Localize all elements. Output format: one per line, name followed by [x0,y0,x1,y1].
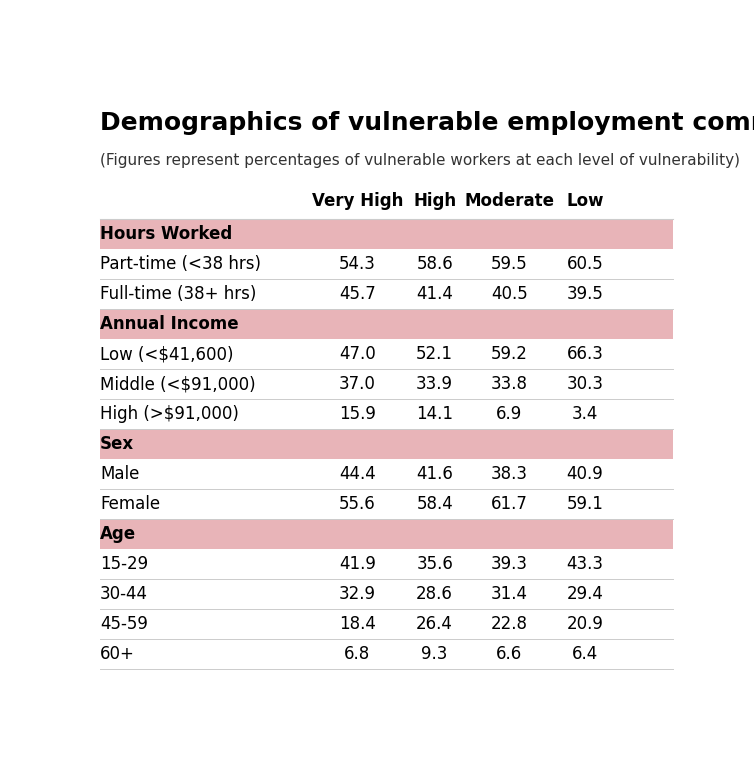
Text: 14.1: 14.1 [416,405,453,424]
Text: 39.5: 39.5 [567,285,603,304]
Text: Middle (<$91,000): Middle (<$91,000) [100,375,256,393]
Bar [100,280,673,309]
Bar [100,580,673,609]
Text: Male: Male [100,465,139,484]
Text: 15-29: 15-29 [100,555,149,573]
Text: 41.9: 41.9 [339,555,375,573]
Text: 29.4: 29.4 [567,585,603,604]
Text: 18.4: 18.4 [339,615,375,633]
Text: Moderate: Moderate [464,192,554,210]
Text: 45.7: 45.7 [339,285,375,304]
Text: 59.1: 59.1 [567,495,603,513]
Text: 6.8: 6.8 [344,645,370,664]
Bar [100,400,673,429]
Text: 61.7: 61.7 [491,495,528,513]
Text: 15.9: 15.9 [339,405,375,424]
Text: 60+: 60+ [100,645,135,664]
Text: Female: Female [100,495,160,513]
Text: 41.6: 41.6 [416,465,453,484]
Text: High: High [413,192,456,210]
Text: 28.6: 28.6 [416,585,453,604]
Bar [100,549,673,580]
Text: 45-59: 45-59 [100,615,148,633]
Text: 66.3: 66.3 [567,345,603,364]
Text: 30-44: 30-44 [100,585,148,604]
Text: Full-time (38+ hrs): Full-time (38+ hrs) [100,285,256,304]
Text: 39.3: 39.3 [491,555,528,573]
Text: 6.6: 6.6 [496,645,523,664]
Text: Age: Age [100,525,136,544]
Text: 59.5: 59.5 [491,256,528,273]
Text: 22.8: 22.8 [491,615,528,633]
Text: 55.6: 55.6 [339,495,375,513]
Bar [100,369,673,400]
Bar [100,249,673,280]
Text: Sex: Sex [100,435,134,453]
Text: Low (<$41,600): Low (<$41,600) [100,345,234,364]
Text: High (>$91,000): High (>$91,000) [100,405,239,424]
Text: 41.4: 41.4 [416,285,453,304]
Bar [100,220,673,249]
Text: Low: Low [566,192,604,210]
Text: 47.0: 47.0 [339,345,375,364]
Bar [100,640,673,669]
Text: 38.3: 38.3 [491,465,528,484]
Text: 9.3: 9.3 [421,645,448,664]
Text: 54.3: 54.3 [339,256,375,273]
Text: 33.8: 33.8 [491,375,528,393]
Text: 44.4: 44.4 [339,465,375,484]
Text: 59.2: 59.2 [491,345,528,364]
Text: 32.9: 32.9 [339,585,375,604]
Text: 20.9: 20.9 [567,615,603,633]
Text: Part-time (<38 hrs): Part-time (<38 hrs) [100,256,261,273]
Bar [100,340,673,369]
Text: 40.5: 40.5 [491,285,528,304]
Bar [100,520,673,549]
Text: 35.6: 35.6 [416,555,453,573]
Bar [100,429,673,460]
Text: 40.9: 40.9 [567,465,603,484]
Bar [100,460,673,489]
Text: Very High: Very High [311,192,403,210]
Text: 30.3: 30.3 [566,375,604,393]
Text: 58.6: 58.6 [416,256,453,273]
Text: Demographics of vulnerable employment communities: Demographics of vulnerable employment co… [100,111,754,136]
Text: 37.0: 37.0 [339,375,375,393]
Text: 52.1: 52.1 [416,345,453,364]
Text: (Figures represent percentages of vulnerable workers at each level of vulnerabil: (Figures represent percentages of vulner… [100,153,740,168]
Text: 33.9: 33.9 [416,375,453,393]
Text: 3.4: 3.4 [572,405,598,424]
Bar [100,609,673,640]
Bar [100,489,673,520]
Text: 26.4: 26.4 [416,615,453,633]
Text: 58.4: 58.4 [416,495,453,513]
Text: 6.4: 6.4 [572,645,598,664]
Text: 31.4: 31.4 [491,585,528,604]
Text: Annual Income: Annual Income [100,315,239,333]
Text: 60.5: 60.5 [567,256,603,273]
Text: Hours Worked: Hours Worked [100,225,232,244]
Text: 6.9: 6.9 [496,405,523,424]
Text: 43.3: 43.3 [566,555,604,573]
Bar [100,309,673,340]
